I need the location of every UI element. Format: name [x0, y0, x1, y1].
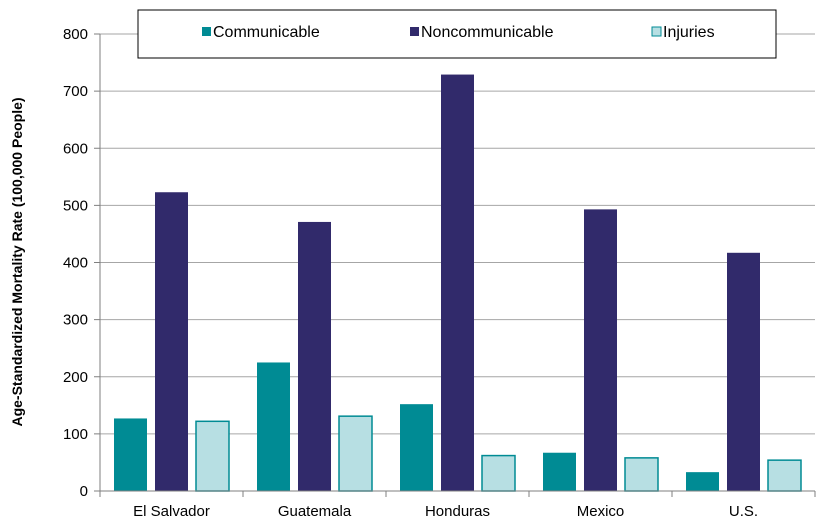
- y-tick-label: 0: [80, 483, 88, 500]
- y-tick-label: 400: [63, 255, 88, 272]
- x-tick-label: Mexico: [577, 503, 625, 520]
- bar-noncommunicable-mexico: [584, 209, 617, 491]
- x-tick-label: U.S.: [729, 503, 758, 520]
- bar-injuries-guatemala: [338, 415, 373, 492]
- bars: [114, 74, 802, 492]
- bar-injuries-mexico: [624, 457, 659, 492]
- y-tick-label: 500: [63, 197, 88, 214]
- bar-injuries-el-salvador: [195, 420, 230, 492]
- y-tick-label: 600: [63, 140, 88, 157]
- y-tick-label: 100: [63, 426, 88, 443]
- bar-noncommunicable-guatemala: [298, 221, 331, 491]
- x-tick-label: Guatemala: [278, 503, 352, 520]
- axes: 0 100 200 300 400 500 600 700 800 El Salvador Guat…: [63, 26, 816, 520]
- legend-swatch: [410, 27, 419, 36]
- legend-box: [137, 9, 777, 59]
- legend-label: Noncommunicable: [421, 24, 554, 41]
- legend-label: Communicable: [213, 24, 320, 41]
- bar-communicable-u-s-: [686, 472, 719, 491]
- bar-injuries-u-s-: [767, 459, 802, 492]
- x-tick-label: El Salvador: [133, 503, 210, 520]
- bar-communicable-el-salvador: [114, 418, 147, 491]
- x-tick-label: Honduras: [425, 503, 490, 520]
- y-tick-label: 700: [63, 83, 88, 100]
- legend: Communicable Noncommunicable Injuries: [137, 9, 777, 59]
- legend-swatch: [651, 26, 662, 37]
- y-tick-label: 200: [63, 369, 88, 386]
- bar-noncommunicable-el-salvador: [155, 192, 188, 491]
- bar-noncommunicable-u-s-: [727, 252, 760, 491]
- legend-label: Injuries: [663, 24, 715, 41]
- legend-swatch: [202, 27, 211, 36]
- bar-communicable-mexico: [543, 452, 576, 491]
- bar-injuries-honduras: [481, 454, 516, 492]
- y-axis-label: Age-Standardized Mortality Rate (100,000…: [9, 97, 25, 426]
- bar-communicable-guatemala: [257, 362, 290, 491]
- bar-communicable-honduras: [400, 404, 433, 491]
- y-tick-label: 800: [63, 26, 88, 43]
- bar-noncommunicable-honduras: [441, 74, 474, 491]
- y-tick-label: 300: [63, 312, 88, 329]
